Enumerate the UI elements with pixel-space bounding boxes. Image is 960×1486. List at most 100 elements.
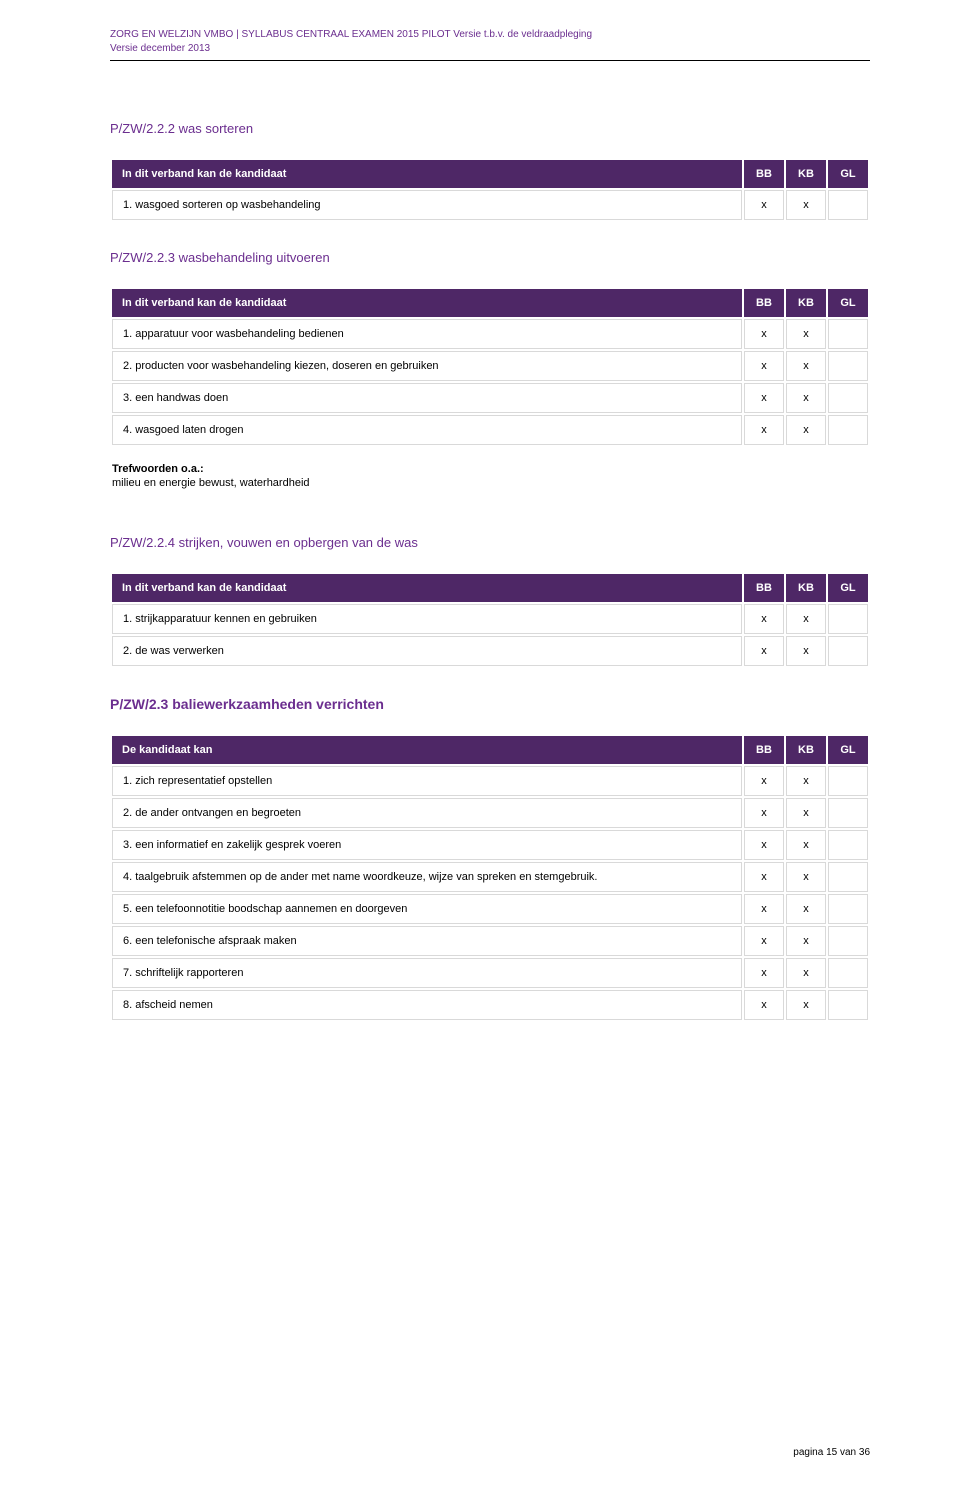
- cell-gl: [828, 319, 868, 349]
- cell-bb: x: [744, 766, 784, 796]
- table-header-row: In dit verband kan de kandidaat BB KB GL: [112, 160, 868, 188]
- col-kb: KB: [786, 574, 826, 602]
- table-row: 3. een informatief en zakelijk gesprek v…: [112, 830, 868, 860]
- section-title-224: P/ZW/2.2.4 strijken, vouwen en opbergen …: [110, 535, 870, 550]
- table-row-trefwoorden: Trefwoorden o.a.: milieu en energie bewu…: [112, 447, 868, 505]
- cell-kb: x: [786, 862, 826, 892]
- cell-bb: x: [744, 415, 784, 445]
- cell-bb: x: [744, 604, 784, 634]
- table-row: 2. de was verwerken x x: [112, 636, 868, 666]
- row-label: 1. strijkapparatuur kennen en gebruiken: [112, 604, 742, 634]
- row-label: 5. een telefoonnotitie boodschap aanneme…: [112, 894, 742, 924]
- table-222: In dit verband kan de kandidaat BB KB GL…: [110, 158, 870, 222]
- trefwoorden-label: Trefwoorden o.a.:: [112, 463, 858, 475]
- table-row: 5. een telefoonnotitie boodschap aanneme…: [112, 894, 868, 924]
- cell-bb: x: [744, 990, 784, 1020]
- table-row: 1. zich representatief opstellen x x: [112, 766, 868, 796]
- cell-gl: [828, 958, 868, 988]
- cell-kb: x: [786, 830, 826, 860]
- cell-kb: x: [786, 798, 826, 828]
- row-label: 4. wasgoed laten drogen: [112, 415, 742, 445]
- col-intro: In dit verband kan de kandidaat: [112, 289, 742, 317]
- col-bb: BB: [744, 289, 784, 317]
- cell-kb: x: [786, 319, 826, 349]
- table-row: 3. een handwas doen x x: [112, 383, 868, 413]
- cell-bb: x: [744, 636, 784, 666]
- col-bb: BB: [744, 160, 784, 188]
- cell-kb: x: [786, 415, 826, 445]
- col-intro: De kandidaat kan: [112, 736, 742, 764]
- cell-kb: x: [786, 190, 826, 220]
- table-row: 4. wasgoed laten drogen x x: [112, 415, 868, 445]
- cell-kb: x: [786, 926, 826, 956]
- trefwoorden-cell: Trefwoorden o.a.: milieu en energie bewu…: [112, 447, 868, 505]
- row-label: 1. apparatuur voor wasbehandeling bedien…: [112, 319, 742, 349]
- cell-bb: x: [744, 926, 784, 956]
- row-label: 7. schriftelijk rapporteren: [112, 958, 742, 988]
- table-row: 1. apparatuur voor wasbehandeling bedien…: [112, 319, 868, 349]
- cell-kb: x: [786, 990, 826, 1020]
- row-label: 2. de ander ontvangen en begroeten: [112, 798, 742, 828]
- cell-gl: [828, 926, 868, 956]
- row-label: 4. taalgebruik afstemmen op de ander met…: [112, 862, 742, 892]
- cell-kb: x: [786, 383, 826, 413]
- table-row: 8. afscheid nemen x x: [112, 990, 868, 1020]
- cell-gl: [828, 415, 868, 445]
- col-gl: GL: [828, 574, 868, 602]
- cell-gl: [828, 383, 868, 413]
- cell-kb: x: [786, 604, 826, 634]
- cell-kb: x: [786, 351, 826, 381]
- row-label: 1. wasgoed sorteren op wasbehandeling: [112, 190, 742, 220]
- header-line-1: ZORG EN WELZIJN VMBO | SYLLABUS CENTRAAL…: [110, 28, 870, 42]
- row-label: 3. een handwas doen: [112, 383, 742, 413]
- trefwoorden-text: milieu en energie bewust, waterhardheid: [112, 477, 858, 489]
- cell-bb: x: [744, 319, 784, 349]
- cell-kb: x: [786, 894, 826, 924]
- cell-gl: [828, 766, 868, 796]
- cell-gl: [828, 190, 868, 220]
- table-row: 2. de ander ontvangen en begroeten x x: [112, 798, 868, 828]
- section-title-222: P/ZW/2.2.2 was sorteren: [110, 121, 870, 136]
- header-line-2: Versie december 2013: [110, 42, 870, 56]
- cell-gl: [828, 830, 868, 860]
- col-bb: BB: [744, 736, 784, 764]
- table-row: 2. producten voor wasbehandeling kiezen,…: [112, 351, 868, 381]
- section-title-223: P/ZW/2.2.3 wasbehandeling uitvoeren: [110, 250, 870, 265]
- cell-gl: [828, 990, 868, 1020]
- cell-bb: x: [744, 958, 784, 988]
- col-intro: In dit verband kan de kandidaat: [112, 160, 742, 188]
- table-23: De kandidaat kan BB KB GL 1. zich repres…: [110, 734, 870, 1022]
- table-row: 4. taalgebruik afstemmen op de ander met…: [112, 862, 868, 892]
- col-kb: KB: [786, 736, 826, 764]
- col-kb: KB: [786, 289, 826, 317]
- cell-bb: x: [744, 894, 784, 924]
- cell-gl: [828, 636, 868, 666]
- header-rule: [110, 60, 870, 61]
- cell-gl: [828, 798, 868, 828]
- cell-kb: x: [786, 636, 826, 666]
- table-223: In dit verband kan de kandidaat BB KB GL…: [110, 287, 870, 507]
- col-intro: In dit verband kan de kandidaat: [112, 574, 742, 602]
- cell-gl: [828, 351, 868, 381]
- page-footer: pagina 15 van 36: [793, 1447, 870, 1458]
- section-title-23: P/ZW/2.3 baliewerkzaamheden verrichten: [110, 696, 870, 712]
- table-row: 7. schriftelijk rapporteren x x: [112, 958, 868, 988]
- cell-gl: [828, 604, 868, 634]
- row-label: 2. de was verwerken: [112, 636, 742, 666]
- table-224: In dit verband kan de kandidaat BB KB GL…: [110, 572, 870, 668]
- cell-bb: x: [744, 798, 784, 828]
- cell-kb: x: [786, 766, 826, 796]
- cell-gl: [828, 862, 868, 892]
- col-bb: BB: [744, 574, 784, 602]
- col-gl: GL: [828, 160, 868, 188]
- table-row: 1. wasgoed sorteren op wasbehandeling x …: [112, 190, 868, 220]
- row-label: 6. een telefonische afspraak maken: [112, 926, 742, 956]
- table-header-row: In dit verband kan de kandidaat BB KB GL: [112, 574, 868, 602]
- table-row: 6. een telefonische afspraak maken x x: [112, 926, 868, 956]
- cell-bb: x: [744, 383, 784, 413]
- col-kb: KB: [786, 160, 826, 188]
- col-gl: GL: [828, 736, 868, 764]
- cell-bb: x: [744, 351, 784, 381]
- page: ZORG EN WELZIJN VMBO | SYLLABUS CENTRAAL…: [0, 0, 960, 1486]
- table-header-row: De kandidaat kan BB KB GL: [112, 736, 868, 764]
